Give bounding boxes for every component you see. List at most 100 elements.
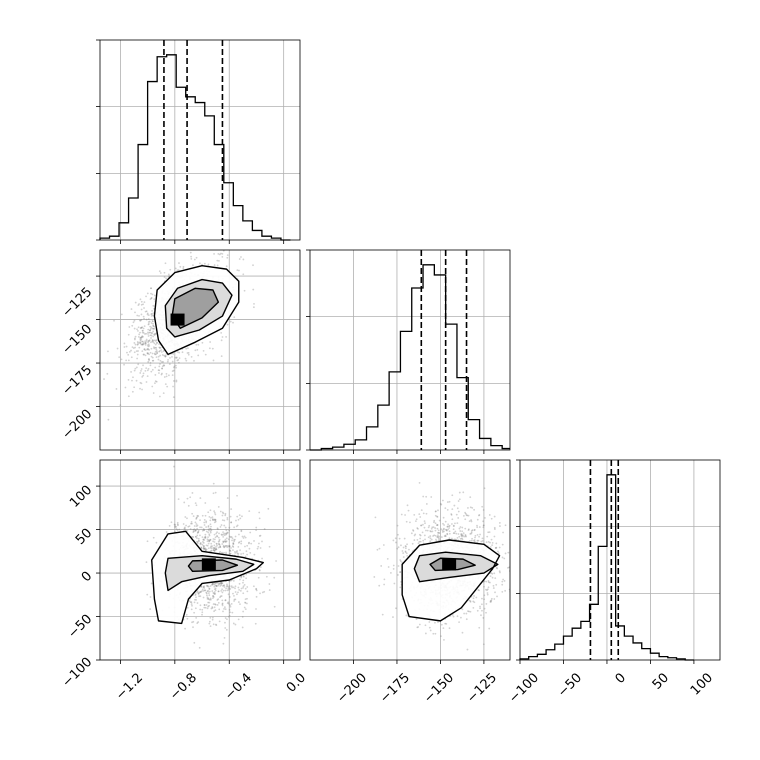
scatter-point [253, 553, 256, 556]
scatter-point [486, 593, 489, 596]
scatter-point [261, 540, 263, 543]
scatter-point [451, 518, 454, 521]
scatter-point [166, 385, 169, 388]
scatter-point [156, 352, 159, 355]
scatter-point [407, 509, 410, 512]
scatter-point [234, 550, 236, 553]
contour-line [164, 278, 233, 338]
scatter-point [461, 526, 464, 529]
scatter-point [234, 552, 237, 554]
scatter-point [229, 605, 232, 608]
scatter-point [227, 231, 229, 233]
scatter-point [213, 533, 216, 536]
scatter-point [225, 529, 228, 532]
scatter-point [147, 335, 150, 337]
scatter-point [392, 564, 395, 567]
scatter-point [226, 256, 229, 259]
scatter-point [428, 621, 431, 623]
scatter-point [187, 525, 190, 528]
scatter-point [483, 585, 485, 588]
scatter-point [417, 626, 420, 628]
scatter-point [446, 532, 449, 535]
scatter-point [493, 572, 496, 575]
scatter-point [507, 551, 510, 554]
scatter-point [472, 600, 475, 603]
scatter-point [219, 595, 222, 598]
scatter-point [202, 538, 205, 541]
scatter-point [177, 524, 179, 527]
scatter-point [211, 597, 214, 600]
tick-label-param1-x: 0.0 [284, 670, 309, 695]
scatter-point [221, 582, 223, 585]
scatter-point [478, 589, 480, 592]
scatter-point [153, 342, 156, 345]
scatter-point [146, 312, 149, 315]
scatter-point [218, 543, 220, 546]
scatter-point [144, 340, 147, 342]
scatter-point [205, 520, 208, 523]
scatter-point [154, 350, 157, 353]
density-peak [442, 558, 457, 571]
scatter-point [145, 338, 148, 341]
scatter-point [224, 621, 226, 624]
scatter-point [221, 336, 224, 338]
scatter-point [150, 314, 153, 317]
joint-param2-param3 [353, 460, 517, 660]
scatter-point [413, 534, 416, 537]
scatter-point [213, 550, 216, 552]
scatter-point [452, 532, 455, 535]
scatter-point [494, 591, 496, 594]
scatter-point [201, 613, 203, 616]
scatter-point [482, 524, 485, 527]
scatter-point [213, 518, 216, 521]
scatter-point [221, 588, 223, 591]
scatter-point [418, 481, 421, 484]
scatter-point [486, 589, 488, 592]
scatter-point [142, 327, 145, 330]
scatter-point [204, 502, 207, 504]
scatter-point [190, 520, 193, 523]
scatter-point [515, 577, 517, 579]
tick-label-param3-x: 0 [613, 670, 629, 686]
scatter-point [142, 303, 144, 306]
scatter-point [493, 515, 496, 518]
scatter-point [178, 528, 181, 531]
scatter-point [205, 544, 208, 547]
scatter-point [445, 529, 448, 532]
scatter-point [240, 575, 242, 578]
scatter-point [135, 366, 138, 369]
scatter-point [164, 262, 167, 265]
scatter-point [483, 607, 486, 610]
scatter-point [224, 532, 226, 535]
scatter-point [206, 540, 209, 543]
scatter-point [238, 582, 241, 585]
scatter-point [115, 388, 118, 390]
scatter-point [200, 546, 203, 549]
scatter-point [197, 529, 200, 532]
scatter-point [171, 356, 173, 358]
scatter-point [464, 511, 466, 514]
scatter-point [413, 539, 416, 541]
scatter-point [258, 542, 260, 545]
scatter-point [218, 583, 221, 586]
scatter-point [416, 527, 419, 529]
scatter-point [417, 527, 419, 530]
scatter-point [164, 354, 167, 357]
scatter-point [237, 618, 240, 621]
scatter-point [149, 608, 152, 610]
scatter-point [146, 292, 149, 295]
scatter-point [197, 592, 200, 595]
scatter-point [420, 524, 423, 527]
scatter-point [210, 547, 213, 550]
scatter-point [208, 601, 211, 604]
axes-frame [99, 459, 301, 661]
scatter-point [444, 520, 447, 523]
scatter-point [209, 616, 212, 619]
scatter-point [419, 534, 422, 537]
scatter-point [150, 332, 153, 335]
scatter-point [198, 595, 200, 598]
scatter-point [148, 345, 151, 347]
scatter-point [499, 525, 501, 527]
scatter-point [235, 519, 237, 522]
scatter-point [470, 520, 473, 523]
